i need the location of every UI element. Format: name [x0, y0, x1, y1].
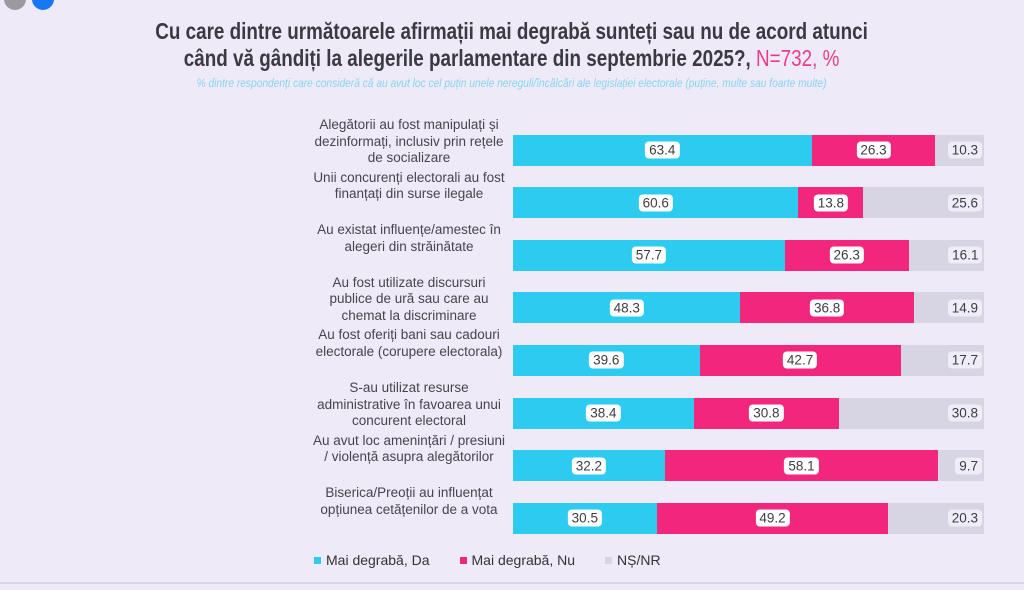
legend-item: Mai degrabă, Nu [459, 552, 576, 568]
bar-segment: 36.8 [740, 292, 914, 324]
bar-segment: 20.3 [888, 502, 984, 534]
legend-label: Mai degrabă, Nu [471, 552, 576, 568]
data-label: 63.4 [645, 141, 680, 159]
category-label: Au fost oferiți bani sau cadouri elector… [315, 327, 503, 359]
category-label: Biserica/Preoții au influențat opțiunea … [320, 485, 498, 517]
data-label: 9.7 [955, 457, 982, 475]
data-label: 32.2 [571, 457, 606, 475]
data-label: 17.7 [947, 351, 982, 369]
legend-item: NȘ/NR [605, 552, 661, 568]
data-label: 26.3 [829, 246, 864, 264]
data-label: 25.6 [947, 194, 982, 212]
data-label: 10.3 [947, 141, 982, 159]
divider [0, 582, 1024, 584]
category-label: Au avut loc amenințări / presiuni / viol… [312, 432, 506, 465]
subtitle-text: % dintre respondenți care consideră că a… [197, 76, 827, 90]
bar-segment: 42.7 [699, 344, 901, 376]
data-label: 30.8 [947, 404, 982, 422]
bar-segment: 26.3 [784, 239, 909, 271]
bar-segment: 14.9 [913, 292, 984, 324]
data-label: 26.3 [856, 141, 891, 159]
data-label: 49.2 [755, 509, 790, 527]
bar-segment: 57.7 [513, 239, 785, 271]
data-label: 36.8 [810, 299, 845, 317]
data-label: 20.3 [947, 509, 982, 527]
legend-item: Mai degrabă, Da [314, 552, 430, 568]
data-label: 57.7 [631, 246, 667, 264]
legend-label: NȘ/NR [617, 552, 661, 568]
avatar-icon [4, 0, 26, 10]
data-label: 30.5 [567, 509, 602, 527]
bar-segment: 25.6 [863, 187, 984, 219]
chart-title: Cu care dintre următoarele afirmații mai… [0, 18, 1024, 72]
bar-segment: 30.8 [838, 397, 984, 429]
bar-segment: 13.8 [798, 187, 864, 219]
title-line-2: când vă gândiți la alegerile parlamentar… [184, 45, 752, 71]
bar-segment: 30.5 [513, 502, 657, 534]
data-label: 16.1 [948, 246, 983, 264]
bar-segment: 60.6 [513, 187, 799, 219]
category-label: Alegătorii au fost manipulați și dezinfo… [314, 117, 504, 165]
bar-segment: 39.6 [513, 344, 700, 376]
facebook-icon[interactable] [32, 0, 54, 10]
data-label: 30.8 [749, 404, 784, 422]
category-label: Unii concurenți electorali au fost finan… [313, 169, 505, 202]
data-label: 60.6 [638, 194, 673, 212]
bar-segment: 30.8 [693, 397, 839, 429]
legend-swatch [605, 556, 613, 564]
category-label: Au existat influențe/amestec în alegeri … [317, 222, 501, 254]
title-line-1: Cu care dintre următoarele afirmații mai… [155, 18, 869, 44]
legend: Mai degrabă, Da Mai degrabă, Nu NȘ/NR [314, 552, 661, 568]
chart-subtitle: % dintre respondenți care consideră că a… [0, 74, 1024, 92]
data-label: 39.6 [589, 351, 624, 369]
bar-segment: 9.7 [938, 450, 984, 482]
data-label: 38.4 [586, 404, 621, 422]
category-label: Au fost utilizate discursuri publice de … [329, 274, 489, 323]
bar-segment: 63.4 [513, 134, 812, 166]
data-label: 14.9 [947, 299, 982, 317]
data-label: 13.8 [813, 194, 849, 212]
bar-segment: 38.4 [513, 397, 694, 429]
bar-segment: 48.3 [513, 292, 741, 324]
data-label: 42.7 [782, 351, 818, 369]
data-label: 48.3 [609, 299, 644, 317]
bar-segment: 10.3 [935, 134, 984, 166]
sample-size: N=732, % [756, 45, 840, 71]
data-label: 58.1 [784, 457, 819, 475]
bar-segment: 49.2 [656, 502, 889, 534]
category-label: S-au utilizat resurse administrative în … [317, 380, 501, 428]
bar-segment: 16.1 [908, 239, 985, 271]
legend-swatch [459, 556, 467, 564]
bar-segment: 26.3 [811, 134, 936, 166]
bar-segment: 58.1 [664, 450, 939, 482]
legend-label: Mai degrabă, Da [326, 552, 430, 568]
bar-segment: 32.2 [513, 450, 665, 482]
legend-swatch [314, 556, 321, 564]
bar-segment: 17.7 [900, 344, 984, 376]
